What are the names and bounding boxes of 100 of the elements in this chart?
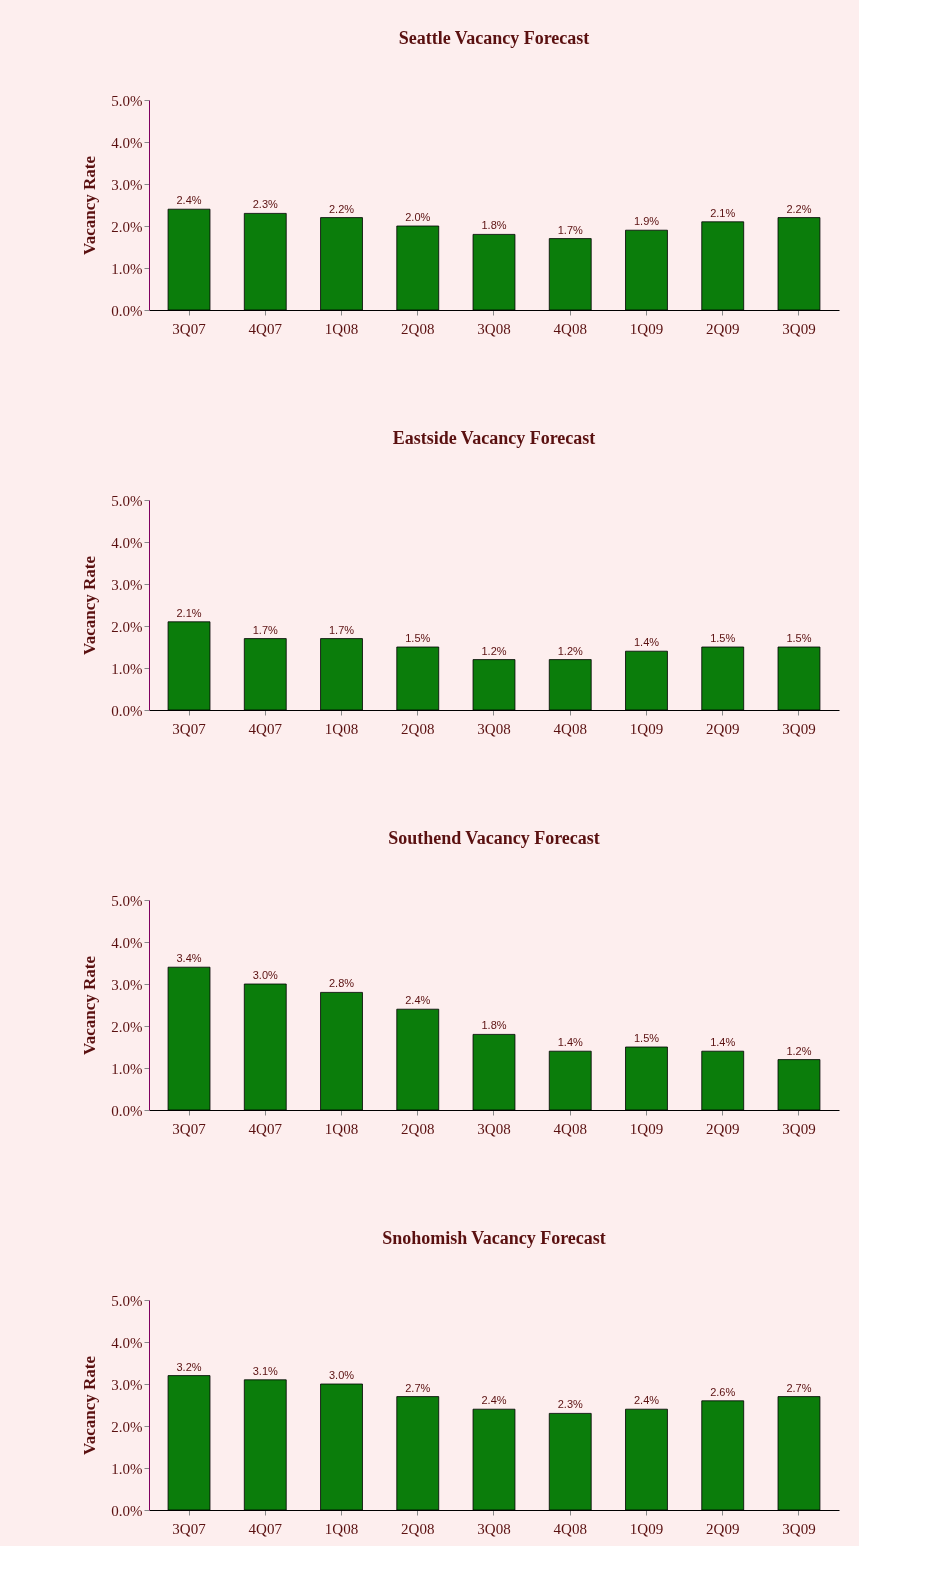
x-tick-label: 3Q09 [782, 1520, 816, 1537]
x-tick-label: 4Q08 [553, 1520, 587, 1537]
data-label: 1.7% [252, 623, 279, 636]
data-label: 2.6% [710, 1385, 736, 1398]
x-tick-label: 4Q08 [553, 720, 587, 737]
x-tick-label: 3Q09 [782, 320, 816, 337]
y-tick-label: 3.0% [111, 1376, 143, 1393]
y-tick-label: 4.0% [111, 1334, 143, 1351]
data-label: 1.4% [710, 1036, 736, 1049]
x-tick-label: 4Q07 [248, 720, 283, 737]
x-tick-label: 4Q07 [248, 1520, 283, 1537]
data-label: 3.0% [328, 1369, 355, 1381]
data-label: 1.8% [481, 219, 507, 232]
y-tick-label: 2.0% [111, 1018, 143, 1035]
data-label: 1.7% [328, 623, 355, 636]
data-label: 1.2% [557, 644, 583, 657]
x-tick-label: 1Q09 [629, 720, 664, 737]
data-label: 1.7% [557, 223, 583, 236]
y-tick-label: 2.0% [111, 1418, 143, 1435]
x-tick-label: 4Q08 [553, 320, 587, 337]
y-tick-label: 5.0% [111, 492, 143, 509]
data-label: 2.7% [786, 1381, 812, 1394]
y-axis-title: Vacancy Rate [80, 1355, 100, 1455]
data-label: 2.7% [405, 1381, 431, 1394]
chart-title: Southend Vacancy Forecast [388, 828, 600, 848]
y-tick-label: 5.0% [111, 92, 143, 109]
data-label: 2.4% [481, 1394, 507, 1407]
chart-title: Eastside Vacancy Forecast [392, 428, 596, 448]
y-tick-label: 0.0% [111, 1502, 143, 1519]
x-tick-label: 2Q09 [706, 320, 740, 337]
y-axis-title: Vacancy Rate [80, 155, 100, 255]
y-tick-label: 2.0% [111, 218, 143, 235]
x-tick-label: 2Q09 [706, 720, 740, 737]
y-tick-label: 3.0% [111, 176, 143, 193]
x-tick-label: 3Q08 [477, 720, 511, 737]
data-label: 1.2% [786, 1044, 812, 1057]
data-label: 1.5% [710, 632, 736, 644]
data-label: 1.5% [633, 1032, 660, 1044]
y-tick-label: 3.0% [111, 976, 143, 993]
y-tick-label: 4.0% [111, 134, 143, 151]
y-axis-title: Vacancy Rate [80, 955, 100, 1055]
data-label: 1.5% [405, 632, 431, 644]
data-label: 2.4% [405, 994, 431, 1007]
y-tick-label: 4.0% [111, 934, 143, 951]
x-tick-label: 3Q07 [172, 320, 207, 337]
x-tick-label: 2Q09 [706, 1520, 740, 1537]
x-tick-label: 3Q08 [477, 320, 511, 337]
x-tick-label: 1Q08 [324, 1520, 359, 1537]
x-tick-label: 3Q07 [172, 1120, 207, 1137]
x-tick-label: 2Q08 [401, 1120, 435, 1137]
data-label: 2.4% [176, 194, 202, 207]
x-tick-label: 3Q07 [172, 720, 207, 737]
x-tick-label: 3Q08 [477, 1520, 511, 1537]
data-label: 2.0% [405, 211, 431, 223]
y-tick-label: 0.0% [111, 302, 143, 319]
y-tick-label: 0.0% [111, 1102, 143, 1119]
data-label: 1.8% [481, 1019, 507, 1032]
x-tick-label: 1Q08 [324, 320, 359, 337]
x-tick-label: 2Q08 [401, 1520, 435, 1537]
x-tick-label: 2Q09 [706, 1120, 740, 1137]
x-tick-label: 3Q07 [172, 1520, 207, 1537]
x-tick-label: 1Q09 [629, 320, 664, 337]
data-label: 3.4% [176, 952, 202, 965]
x-tick-label: 4Q07 [248, 1120, 283, 1137]
data-label: 3.0% [252, 969, 279, 981]
data-label: 2.2% [786, 202, 812, 215]
y-tick-label: 1.0% [111, 1460, 143, 1477]
chart-title: Seattle Vacancy Forecast [398, 28, 590, 48]
data-label: 2.4% [633, 1394, 660, 1407]
y-tick-label: 1.0% [111, 660, 143, 677]
x-tick-label: 1Q09 [629, 1120, 664, 1137]
x-tick-label: 4Q07 [248, 320, 283, 337]
y-tick-label: 1.0% [111, 1060, 143, 1077]
y-tick-label: 1.0% [111, 260, 143, 277]
x-tick-label: 1Q09 [629, 1520, 664, 1537]
data-label: 2.3% [557, 1398, 583, 1411]
data-label: 2.1% [176, 606, 202, 619]
data-label: 2.8% [328, 977, 355, 990]
x-tick-label: 1Q08 [324, 1120, 359, 1137]
y-tick-label: 2.0% [111, 618, 143, 635]
y-tick-label: 0.0% [111, 702, 143, 719]
data-label: 2.1% [710, 206, 736, 219]
data-label: 1.2% [481, 644, 507, 657]
y-tick-label: 4.0% [111, 534, 143, 551]
data-label: 2.3% [252, 198, 279, 211]
y-tick-label: 5.0% [111, 1292, 143, 1309]
y-tick-label: 5.0% [111, 892, 143, 909]
data-label: 2.2% [328, 202, 355, 215]
x-tick-label: 3Q09 [782, 1120, 816, 1137]
y-axis-title: Vacancy Rate [80, 555, 100, 655]
data-label: 3.1% [252, 1364, 279, 1377]
data-label: 1.5% [786, 632, 812, 644]
chart-title: Snohomish Vacancy Forecast [382, 1228, 606, 1248]
x-tick-label: 2Q08 [401, 320, 435, 337]
x-tick-label: 4Q08 [553, 1120, 587, 1137]
data-label: 1.9% [633, 215, 660, 228]
x-tick-label: 2Q08 [401, 720, 435, 737]
data-label: 1.4% [557, 1036, 583, 1049]
x-tick-label: 1Q08 [324, 720, 359, 737]
y-tick-label: 3.0% [111, 576, 143, 593]
